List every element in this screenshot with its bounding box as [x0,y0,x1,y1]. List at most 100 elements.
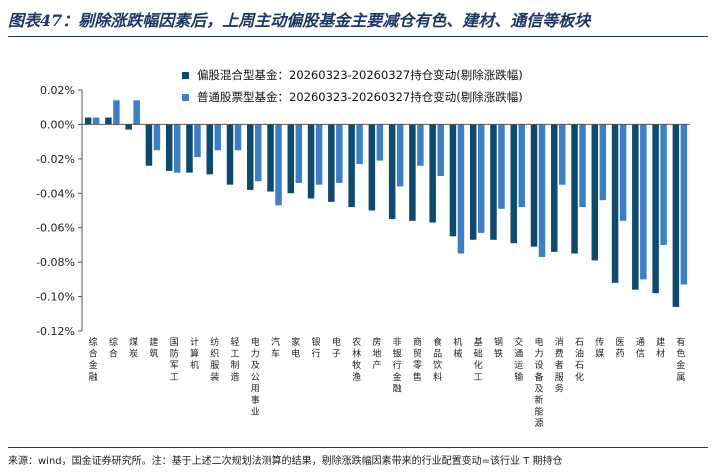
y-tick-label: -0.10% [36,291,75,304]
bar-series-1 [287,124,295,194]
x-tick-label: 电子 [332,336,341,360]
x-tick-label: 非银行金融 [393,336,402,394]
bar-series-1 [388,124,396,220]
y-tick-label: -0.06% [36,222,75,235]
bar-series-1 [105,117,112,125]
bar-series-1 [490,124,497,240]
bar-series-2 [640,124,647,280]
x-tick-label: 计算机 [190,336,199,371]
bar-series-1 [672,124,680,307]
legend-label-series-2: 普通股票型基金：20260323-20260327持仓变动(剔除涨跌幅) [197,90,523,104]
x-tick-label: 建筑 [149,336,158,360]
x-tick-label: 医药 [616,337,625,360]
bar-series-2 [518,124,525,208]
bar-series-2 [133,100,140,125]
bar-series-2 [336,124,343,183]
bar-series-1 [551,124,558,252]
x-tick-label: 机械 [453,336,462,360]
y-tick-label: -0.08% [36,256,75,269]
bar-series-1 [469,124,477,240]
x-tick-label: 纺织服装 [210,336,219,383]
bar-series-2 [579,124,586,208]
x-tick-label: 银行 [312,336,321,360]
footnote: 来源：wind，国金证券研究所。注：基于上述二次规划法测算的结果，剔除涨跌幅因素… [8,456,563,467]
bar-series-2 [113,100,120,125]
x-tick-label: 国防军工 [170,337,179,383]
x-tick-label: 电力设备及新能源 [534,336,543,429]
bar-series-1 [530,124,538,247]
bar-series-2 [396,124,404,187]
bar-series-1 [206,124,213,175]
bar-series-1 [348,124,355,208]
bar-series-2 [153,124,161,151]
x-tick-label: 通信 [636,337,645,360]
x-tick-label: 电力及公用事业 [251,336,260,418]
bar-series-2 [173,124,181,173]
bar-series-2 [457,124,465,254]
x-tick-label: 食品饮料 [433,336,442,383]
bar-series-1 [632,124,639,290]
bar-series-2 [498,124,505,209]
x-tick-label: 石油石化 [575,338,584,383]
x-tick-label: 钢铁 [494,336,503,360]
bar-series-2 [315,124,323,185]
bar-series-2 [619,124,627,221]
legend-swatch-series-1 [182,71,189,79]
bar-series-2 [417,124,424,166]
bar-series-2 [559,124,566,185]
x-tick-label: 交通运输 [514,336,523,383]
bar-series-2 [275,124,282,206]
bar-series-1 [429,124,436,223]
x-tick-label: 煤炭 [129,336,138,360]
bar-series-2 [376,124,384,161]
bar-series-1 [571,124,578,254]
legend-item-series-1: 偏股混合型基金：20260323-20260327持仓变动(剔除涨跌幅) [182,64,523,86]
chart-title: 图表47：剔除涨跌幅因素后，上周主动偏股基金主要减仓有色、建材、通信等板块 [8,11,591,30]
y-tick-label: -0.02% [36,153,75,166]
bar-series-2 [92,117,100,125]
bar-series-1 [165,124,173,171]
bar-series-1 [611,124,619,283]
bar-series-1 [84,117,92,125]
bar-series-1 [328,124,335,202]
x-tick-label: 商贸零售 [413,336,422,383]
x-tick-label: 家电 [291,336,300,360]
bar-series-2 [680,124,688,285]
legend-item-series-2: 普通股票型基金：20260323-20260327持仓变动(剔除涨跌幅) [182,86,523,108]
x-tick-label: 消费者服务 [555,336,564,394]
bar-series-1 [125,124,132,130]
x-tick-label: 综合 [109,336,118,360]
bar-series-2 [295,124,303,183]
bar-series-1 [449,124,457,237]
bar-series-1 [186,124,193,173]
y-tick-label: -0.12% [36,325,75,338]
y-tick-label: 0.00% [40,118,75,131]
bar-series-2 [538,124,546,257]
bar-series-2 [214,124,221,151]
bar-series-1 [409,124,416,221]
bar-series-2 [437,124,444,177]
bar-series-2 [599,124,607,201]
x-tick-label: 房地产 [372,336,381,371]
bar-series-2 [194,124,201,158]
x-tick-label: 汽车 [271,336,280,360]
bar-chart: 0.02% 0.00% -0.02% -0.04% -0.06% -0.08% -0.10%… [36,84,690,429]
x-tick-label: 轻工制造 [230,336,239,383]
y-tick-label: -0.04% [36,187,75,200]
legend-label-series-1: 偏股混合型基金：20260323-20260327持仓变动(剔除涨跌幅) [197,68,523,82]
bar-series-2 [477,124,485,233]
chart-legend: 偏股混合型基金：20260323-20260327持仓变动(剔除涨跌幅) 普通股… [182,64,523,108]
bar-series-1 [267,124,274,192]
bar-series-1 [247,124,254,190]
title-divider [8,36,708,37]
bar-series-2 [234,124,242,151]
bar-series-1 [652,124,659,294]
bar-series-1 [226,124,234,185]
x-tick-label: 传媒 [595,336,604,360]
bar-series-2 [356,124,363,165]
bar-series-2 [660,124,667,245]
bar-series-1 [591,124,599,261]
footnote-divider [8,447,708,448]
legend-swatch-series-2 [182,93,189,101]
bar-series-2 [255,124,262,182]
